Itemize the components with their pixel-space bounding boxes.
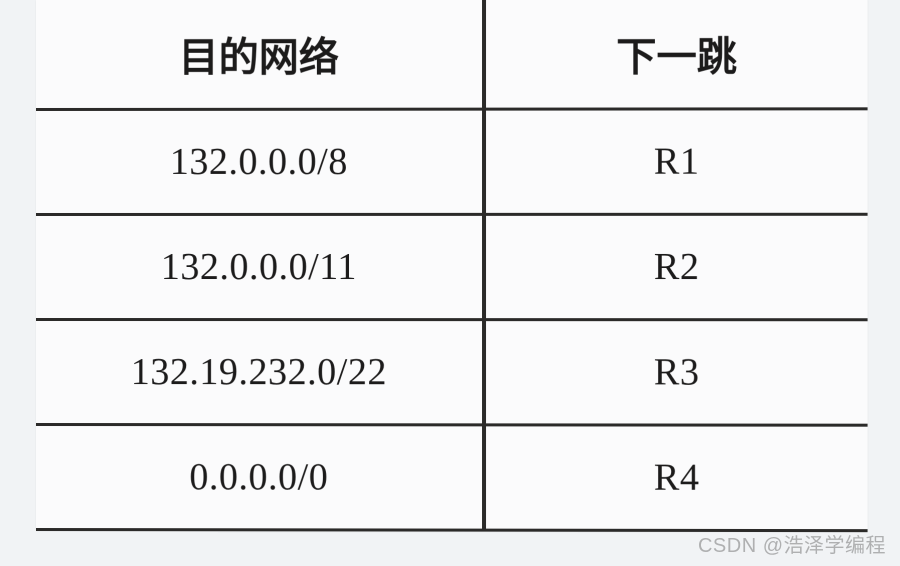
table-header-row: 目的网络 下一跳 (36, 0, 868, 109)
cell-destination: 132.19.232.0/22 (36, 320, 484, 425)
cell-destination: 132.0.0.0/11 (36, 214, 484, 319)
table-container: 目的网络 下一跳 132.0.0.0/8 R1 132.0.0.0/11 R2 … (36, 0, 868, 532)
table-row: 0.0.0.0/0 R4 (36, 425, 868, 531)
cell-next-hop: R3 (484, 320, 867, 426)
col-header-next-hop: 下一跳 (484, 0, 867, 109)
table-row: 132.0.0.0/11 R2 (36, 214, 868, 319)
cell-next-hop: R2 (484, 214, 867, 319)
cell-next-hop: R1 (484, 109, 867, 215)
cell-destination: 132.0.0.0/8 (36, 109, 484, 214)
routing-table: 目的网络 下一跳 132.0.0.0/8 R1 132.0.0.0/11 R2 … (36, 0, 868, 532)
col-header-destination: 目的网络 (36, 0, 484, 110)
cell-destination: 0.0.0.0/0 (36, 425, 484, 531)
table-row: 132.19.232.0/22 R3 (36, 320, 868, 426)
table-row: 132.0.0.0/8 R1 (36, 109, 868, 215)
watermark-text: CSDN @浩泽学编程 (698, 529, 886, 558)
page-background: 目的网络 下一跳 132.0.0.0/8 R1 132.0.0.0/11 R2 … (0, 0, 900, 566)
cell-next-hop: R4 (484, 425, 867, 531)
